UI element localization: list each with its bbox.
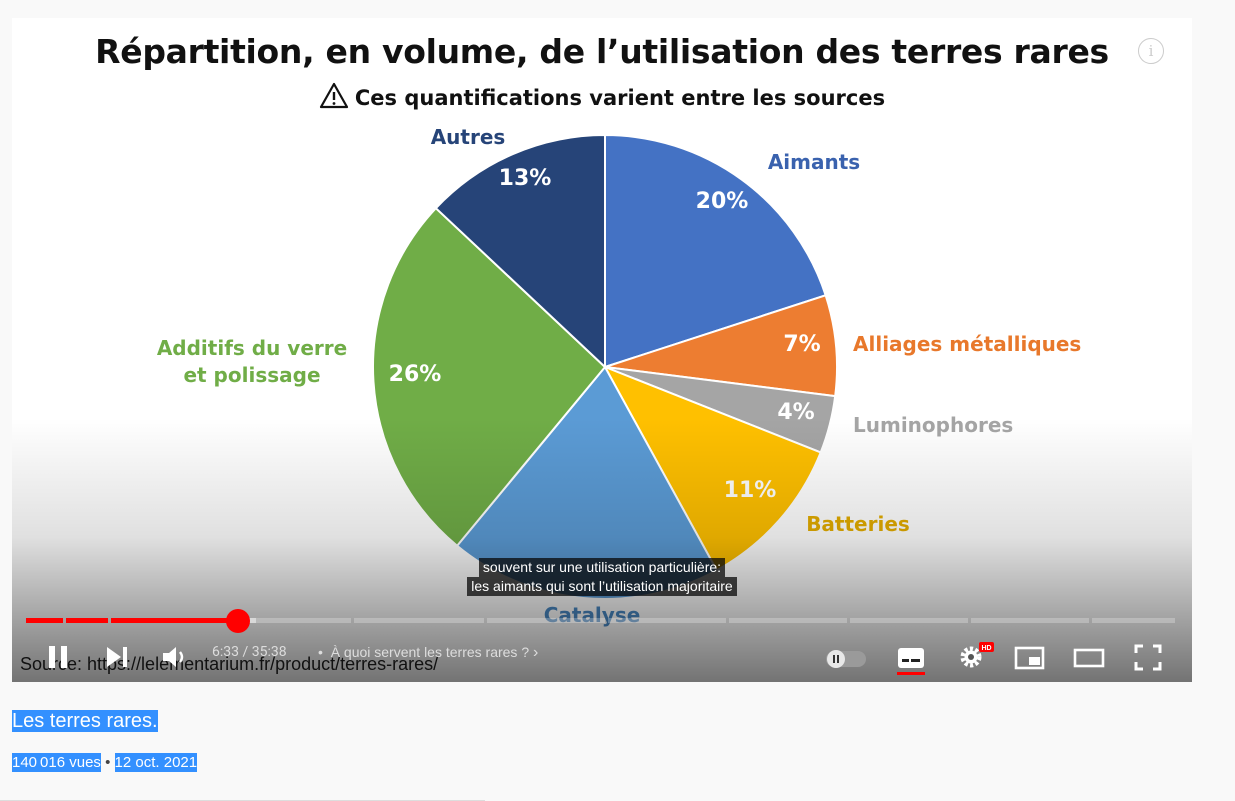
theater-mode-icon[interactable] (1072, 644, 1106, 672)
pie-percent-label: 13% (499, 166, 552, 191)
caption-line-2: les aimants qui sont l’utilisation major… (467, 577, 737, 596)
progress-chapter-segment[interactable] (244, 618, 352, 623)
view-count: 140 016 vues (12, 753, 101, 772)
autoplay-toggle[interactable] (824, 648, 870, 670)
progress-played (26, 618, 64, 623)
upload-date: 12 oct. 2021 (114, 753, 198, 772)
next-icon[interactable] (104, 644, 130, 670)
pie-slice-autres (434, 133, 606, 370)
settings-gear-icon[interactable]: HD (956, 640, 996, 674)
subtitles-icon[interactable] (895, 644, 927, 676)
chart-subtitle: Ces quantifications varient entre les so… (12, 82, 1192, 110)
chapter-title[interactable]: • À quoi servent les terres rares ? › (318, 644, 538, 662)
progress-chapter-segment[interactable] (849, 618, 968, 623)
time-display: 6:33 / 35:38 (212, 644, 287, 660)
chapter-separator: • (318, 644, 323, 660)
info-icon[interactable]: i (1138, 38, 1164, 64)
fullscreen-icon[interactable] (1132, 642, 1164, 672)
chapter-label: À quoi servent les terres rares ? (330, 644, 530, 660)
pie-category-label: Additifs du verre et polissage (157, 336, 347, 387)
chevron-right-icon: › (533, 644, 539, 661)
pie-category-label: Aimants (768, 150, 860, 174)
player-controls: 6:33 / 35:38 • À quoi servent les terres… (12, 636, 1192, 682)
chart-title: Répartition, en volume, de l’utilisation… (95, 32, 1109, 71)
progress-bar[interactable] (26, 609, 1178, 633)
pie-category-label: Autres (431, 125, 506, 149)
chart-subtitle-text: Ces quantifications varient entre les so… (354, 86, 886, 110)
video-title-text: Les terres rares. (12, 710, 158, 732)
progress-buffered (244, 618, 257, 623)
progress-chapter-segment[interactable] (607, 618, 726, 623)
progress-played (66, 618, 109, 623)
pie-percent-label: 4% (777, 400, 814, 425)
progress-chapter-segment[interactable] (728, 618, 847, 623)
volume-icon[interactable] (160, 643, 190, 671)
caption-line-1: souvent sur une utilisation particulière… (478, 558, 726, 577)
pause-icon[interactable] (46, 644, 70, 670)
subtitle-captions: souvent sur une utilisation particulière… (12, 558, 1192, 596)
miniplayer-icon[interactable] (1013, 644, 1047, 672)
progress-chapter-segment[interactable] (970, 618, 1089, 623)
pie-slice-alliages-métalliques (604, 294, 838, 398)
pie-category-label: Luminophores (853, 413, 1013, 437)
meta-separator: • (105, 754, 111, 771)
pie-percent-label: 7% (783, 332, 820, 357)
progress-chapter-segment[interactable] (486, 618, 605, 623)
pie-percent-label: 11% (724, 478, 777, 503)
warning-icon (319, 82, 348, 109)
video-player[interactable]: Répartition, en volume, de l’utilisation… (12, 18, 1192, 682)
pie-percent-label: 26% (389, 362, 442, 387)
progress-chapter-segment[interactable] (1091, 618, 1175, 623)
progress-scrubber[interactable] (225, 609, 250, 633)
pie-category-label: Alliages métalliques (853, 332, 1081, 356)
progress-played (111, 618, 238, 623)
video-title: Les terres rares. (12, 710, 158, 733)
pie-percent-label: 20% (696, 189, 749, 214)
hd-badge: HD (981, 645, 991, 652)
video-meta: 140 016 vues • 12 oct. 2021 (12, 753, 198, 772)
progress-chapter-segment[interactable] (354, 618, 484, 623)
pie-category-label: Batteries (806, 512, 910, 536)
pie-slice-aimants (604, 133, 827, 369)
